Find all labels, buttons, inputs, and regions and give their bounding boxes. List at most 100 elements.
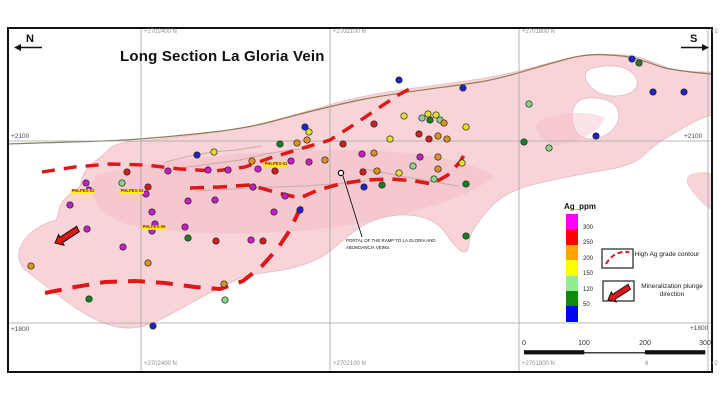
drill-pierce-point-m [119, 243, 127, 251]
drill-pierce-point-o [27, 262, 35, 270]
drill-pierce-point-m [211, 196, 219, 204]
drill-pierce-point-g [85, 295, 93, 303]
drill-pierce-point-r [123, 168, 131, 176]
drill-pierce-point-r [144, 183, 152, 191]
portal-annotation-line1: PORTAL OF THE RAMP TO LA GLORIA AND [346, 238, 436, 243]
drill-pierce-point-y [458, 159, 466, 167]
south-arrow-icon [681, 44, 709, 51]
elevation-label-right-2100: +2100 [684, 133, 703, 140]
drill-pierce-point-m [83, 225, 91, 233]
drill-pierce-point-lg [409, 162, 417, 170]
drill-pierce-point-m [287, 157, 295, 165]
drill-pierce-point-m [358, 150, 366, 158]
high-ag-grade-contours [41, 84, 469, 295]
grid-lines [9, 29, 711, 371]
drill-pierce-point-m [142, 190, 150, 198]
drill-pierce-point-y [305, 128, 313, 136]
elevation-label-right-1800: +1800 [690, 325, 709, 332]
drill-hole-label: PHLPES-03 [120, 189, 145, 194]
drill-hole-label: PHLPES-01 [264, 162, 289, 167]
elevation-label-left-1800: +1800 [11, 326, 30, 333]
drill-pierce-point-o [293, 139, 301, 147]
drill-pierce-point-y [462, 123, 470, 131]
drill-pierce-point-o [443, 135, 451, 143]
drill-pierce-point-y [432, 111, 440, 119]
drill-pierce-point-m [416, 153, 424, 161]
drill-pierce-point-m [82, 179, 90, 187]
drill-pierce-point-m [270, 208, 278, 216]
drill-pierce-point-o [248, 157, 256, 165]
drill-pierce-point-o [434, 132, 442, 140]
drill-pierce-point-b [296, 206, 304, 214]
drill-pierce-point-g [635, 59, 643, 67]
drill-pierce-point-m [181, 223, 189, 231]
drill-pierce-point-o [370, 149, 378, 157]
grid-label-bottom: +2702400 N [144, 361, 177, 367]
drill-pierce-point-y [210, 148, 218, 156]
drill-pierce-point-lg [418, 114, 426, 122]
south-label: S [690, 33, 698, 45]
drill-pierce-point-b [459, 84, 467, 92]
legend-bin-swatch [566, 229, 578, 245]
drill-pierce-point-g [462, 232, 470, 240]
drill-pierce-point-lg [545, 144, 553, 152]
drill-pierce-point-b [628, 55, 636, 63]
drill-pierce-point-m [164, 167, 172, 175]
grid-label-top: +2701800 N [522, 29, 555, 35]
stray-bottom-label: 6 [645, 361, 649, 367]
drill-pierce-point-r [425, 135, 433, 143]
grid-label-bottom: +2702100 N [333, 361, 366, 367]
vein-projection-polygon [18, 53, 711, 329]
drill-pierce-point-m [204, 166, 212, 174]
vein-dark-patch [91, 150, 496, 234]
drill-pierce-point-o [321, 156, 329, 164]
drill-pierce-point-m [247, 236, 255, 244]
portal-annotation-line2: ABUNDANCIA VEINS. [346, 245, 391, 250]
drill-pierce-point-r [415, 130, 423, 138]
north-arrow-icon [14, 44, 42, 51]
drill-pierce-point-lg [118, 179, 126, 187]
scale-bar [524, 350, 706, 355]
legend-bin-boundary-label: 250 [583, 240, 594, 247]
plunge-arrow-icon [54, 225, 80, 247]
scale-bar-tick-label: 300 [699, 340, 711, 347]
legend-plunge-arrow-symbol [607, 283, 632, 303]
drill-pierce-point-m [305, 158, 313, 166]
drill-pierce-point-b [395, 76, 403, 84]
annotation-leader-line [342, 175, 363, 238]
drill-pierce-point-b [301, 123, 309, 131]
drill-pierce-point-o [144, 259, 152, 267]
portal-marker-icon [337, 169, 345, 177]
scale-bar-tick-label: 100 [578, 340, 590, 347]
high-ag-grade-contour-line [189, 149, 469, 200]
drill-pierce-point-r [271, 167, 279, 175]
drill-pierce-point-g [426, 116, 434, 124]
drill-pierce-point-r [370, 120, 378, 128]
legend-bin-boundary-label: 300 [583, 225, 594, 231]
elevation-label-left-2100: +2100 [11, 133, 30, 140]
drill-pierce-point-y [424, 110, 432, 118]
drill-pierce-point-m [224, 166, 232, 174]
legend-bin-swatch [566, 291, 578, 307]
legend-bin-boundary-label: 200 [583, 255, 594, 262]
drill-pierce-point-g [184, 234, 192, 242]
legend-title: Ag_ppm [564, 202, 596, 211]
figure-title: Long Section La Gloria Vein [120, 48, 325, 65]
legend-bin-swatch [566, 214, 578, 230]
drill-pierce-point-y [386, 135, 394, 143]
drill-pierce-point-g [520, 138, 528, 146]
drill-pierce-point-o [373, 167, 381, 175]
scale-bar-tick-label: 200 [639, 340, 651, 347]
drill-pierce-point-r [259, 237, 267, 245]
drill-pierce-point-o [434, 153, 442, 161]
drill-hole-label: PHLPES-06 [142, 225, 167, 230]
drill-pierce-point-m [249, 183, 257, 191]
scale-bar-tick-label: 0 [522, 340, 526, 347]
grid-label-bottom: +2701800 N [522, 361, 555, 367]
grid-label-top: +2 [711, 29, 718, 35]
drill-pierce-point-lg [430, 175, 438, 183]
drill-pierce-point-r [339, 140, 347, 148]
legend-item-high-ag-contour: High Ag grade contour [634, 251, 700, 258]
drill-pierce-point-b [149, 322, 157, 330]
